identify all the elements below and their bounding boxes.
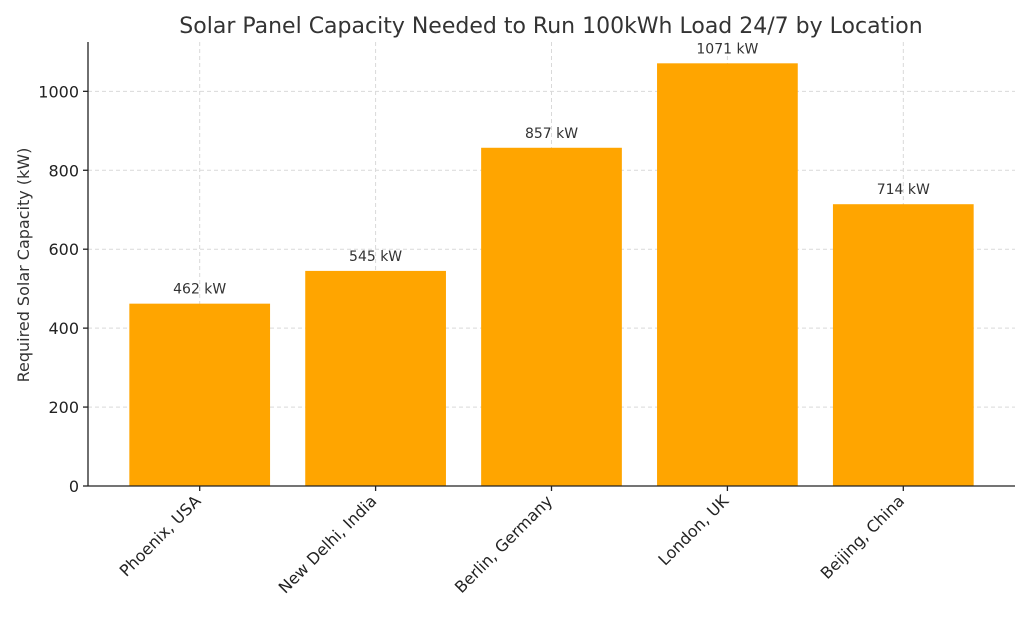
- chart-title: Solar Panel Capacity Needed to Run 100kW…: [179, 14, 922, 39]
- y-tick-label: 600: [48, 240, 79, 259]
- bar: [129, 303, 271, 486]
- bar-value-label: 714 kW: [877, 182, 930, 198]
- y-tick-label: 800: [48, 161, 79, 180]
- y-tick-label: 0: [69, 477, 79, 496]
- axes: [83, 42, 1015, 491]
- y-axis-label: Required Solar Capacity (kW): [14, 148, 33, 383]
- y-tick-label: 400: [48, 319, 79, 338]
- bar: [832, 204, 974, 486]
- x-tick-label: London, UK: [654, 491, 732, 569]
- x-tick-label: Beijing, China: [817, 491, 908, 582]
- bars: [129, 63, 974, 486]
- y-tick-label: 1000: [38, 82, 79, 101]
- bar-value-label: 1071 kW: [696, 41, 758, 57]
- bar: [481, 147, 622, 486]
- bar-value-label: 857 kW: [525, 126, 578, 142]
- x-tick-label: Berlin, Germany: [451, 491, 556, 596]
- bar-value-label: 545 kW: [349, 249, 402, 265]
- y-tick-label: 200: [48, 398, 79, 417]
- bar-value-label: 462 kW: [173, 282, 226, 298]
- bar: [305, 270, 446, 486]
- x-tick-label: New Delhi, India: [275, 491, 381, 597]
- bar: [657, 63, 798, 486]
- x-tick-label: Phoenix, USA: [116, 491, 205, 580]
